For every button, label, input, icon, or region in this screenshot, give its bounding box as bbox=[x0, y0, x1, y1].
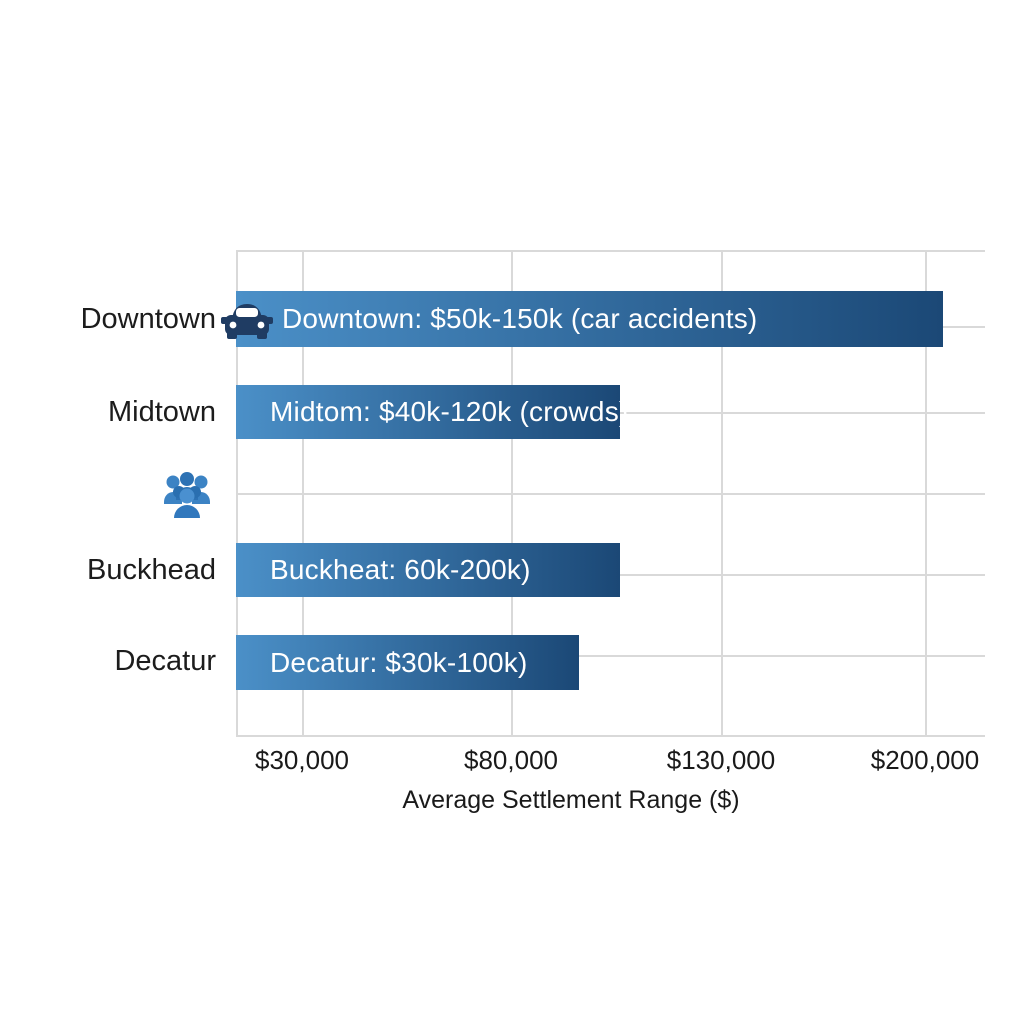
ylabel-decatur: Decatur bbox=[114, 645, 216, 677]
gridline-top bbox=[236, 250, 985, 252]
xtick-30000: $30,000 bbox=[255, 745, 349, 775]
bar-buckhead-label: Buckheat: 60k-200k) bbox=[270, 554, 531, 585]
car-icon bbox=[221, 300, 273, 347]
xtick-80000: $80,000 bbox=[464, 745, 558, 775]
xtick-130000: $130,000 bbox=[666, 745, 776, 775]
bar-midtown: Midtom: $40k-120k (crowds) bbox=[236, 385, 628, 439]
bar-buckhead: Buckheat: 60k-200k) bbox=[236, 543, 620, 597]
crowd-icon bbox=[162, 470, 212, 525]
gridline-bottom bbox=[236, 735, 985, 737]
bar-decatur-label: Decatur: $30k-100k) bbox=[270, 646, 528, 678]
xtick-200000: $200,000 bbox=[870, 745, 980, 775]
gridline-row-decatur bbox=[236, 655, 985, 657]
ylabel-midtown: Midtown bbox=[108, 396, 216, 428]
gridline-row-middle bbox=[236, 493, 985, 495]
ylabel-downtown: Downtown bbox=[80, 303, 216, 335]
bar-downtown: Downtown: $50k-150k (car accidents) bbox=[236, 291, 943, 347]
ylabel-buckhead: Buckhead bbox=[87, 554, 216, 586]
bar-midtown-label: Midtom: $40k-120k (crowds) bbox=[270, 396, 629, 427]
bar-downtown-label: Downtown: $50k-150k (car accidents) bbox=[282, 303, 758, 334]
bar-decatur: Decatur: $30k-100k) bbox=[236, 635, 579, 690]
x-axis-title: Average Settlement Range ($) bbox=[402, 786, 740, 814]
